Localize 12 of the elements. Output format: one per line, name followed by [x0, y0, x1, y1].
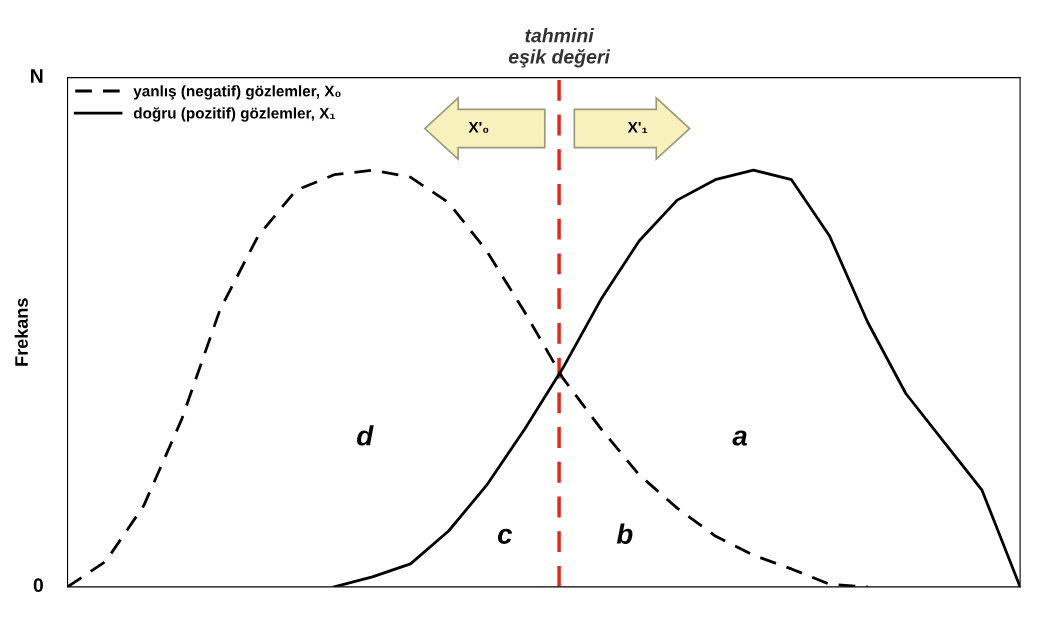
annotation: a — [732, 430, 747, 446]
text: 0 — [33, 578, 43, 593]
text: X'₁ — [627, 121, 648, 133]
text: N — [31, 69, 43, 83]
text: tahmini eşik değeri — [508, 28, 611, 68]
annotation: c — [497, 528, 513, 544]
annotation: b — [616, 523, 633, 544]
y-axis-title: Frekans — [14, 298, 28, 366]
legend-label: doğru (pozitif) gözlemler, X₁ — [133, 107, 336, 122]
text: X'₀ — [468, 121, 489, 134]
annotation: d — [357, 425, 374, 446]
legend-label: yanlış (negatif) gözlemler, X₀ — [133, 85, 341, 100]
